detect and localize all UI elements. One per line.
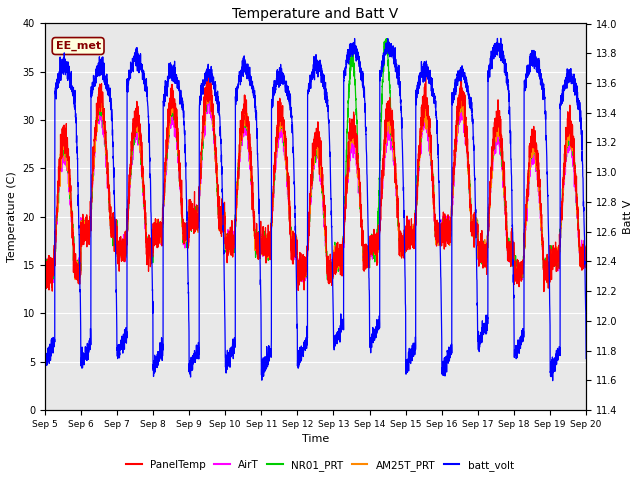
Y-axis label: Batt V: Batt V <box>623 200 633 234</box>
PanelTemp <box>582 257 589 263</box>
Title: Temperature and Batt V: Temperature and Batt V <box>232 7 399 21</box>
AirT <box>582 255 590 261</box>
batt_volt <box>549 378 557 384</box>
NR01_PRT <box>138 162 146 168</box>
NR01_PRT <box>41 272 49 277</box>
NR01_PRT <box>582 259 589 264</box>
PanelTemp <box>205 69 212 75</box>
Line: batt_volt: batt_volt <box>45 38 586 381</box>
NR01_PRT <box>468 222 476 228</box>
AM25T_PRT <box>294 280 301 286</box>
batt_volt <box>436 268 444 274</box>
Line: NR01_PRT: NR01_PRT <box>45 38 586 284</box>
PanelTemp <box>138 174 146 180</box>
AM25T_PRT <box>296 268 303 274</box>
AM25T_PRT <box>204 79 212 84</box>
batt_volt <box>407 360 415 366</box>
Line: AM25T_PRT: AM25T_PRT <box>45 82 586 283</box>
Y-axis label: Temperature (C): Temperature (C) <box>7 171 17 262</box>
PanelTemp <box>41 267 49 273</box>
AirT <box>582 256 589 262</box>
NR01_PRT <box>437 237 445 242</box>
batt_volt <box>467 107 475 112</box>
AM25T_PRT <box>138 162 146 168</box>
AirT <box>205 88 212 94</box>
Line: PanelTemp: PanelTemp <box>45 72 586 291</box>
batt_volt <box>497 36 504 41</box>
PanelTemp <box>437 237 445 243</box>
NR01_PRT <box>515 281 522 287</box>
X-axis label: Time: Time <box>302 434 329 444</box>
batt_volt <box>582 356 590 361</box>
PanelTemp <box>582 243 590 249</box>
AM25T_PRT <box>582 253 589 259</box>
AM25T_PRT <box>582 256 590 262</box>
AirT <box>296 273 303 279</box>
Legend: PanelTemp, AirT, NR01_PRT, AM25T_PRT, batt_volt: PanelTemp, AirT, NR01_PRT, AM25T_PRT, ba… <box>122 456 518 475</box>
AM25T_PRT <box>468 222 476 228</box>
AirT <box>468 225 476 230</box>
NR01_PRT <box>383 36 390 41</box>
AM25T_PRT <box>437 233 445 239</box>
batt_volt <box>295 355 303 360</box>
AirT <box>138 172 146 178</box>
AirT <box>437 228 445 234</box>
batt_volt <box>41 365 49 371</box>
NR01_PRT <box>407 232 415 238</box>
AM25T_PRT <box>407 236 415 242</box>
PanelTemp <box>407 228 415 234</box>
AirT <box>407 230 415 236</box>
PanelTemp <box>540 288 548 294</box>
NR01_PRT <box>582 252 590 257</box>
PanelTemp <box>468 223 476 228</box>
Line: AirT: AirT <box>45 91 586 282</box>
Text: EE_met: EE_met <box>56 41 100 51</box>
AirT <box>41 274 49 280</box>
AM25T_PRT <box>41 275 49 281</box>
AirT <box>49 279 57 285</box>
NR01_PRT <box>295 271 303 276</box>
batt_volt <box>138 62 146 68</box>
batt_volt <box>582 306 589 312</box>
PanelTemp <box>296 266 303 272</box>
